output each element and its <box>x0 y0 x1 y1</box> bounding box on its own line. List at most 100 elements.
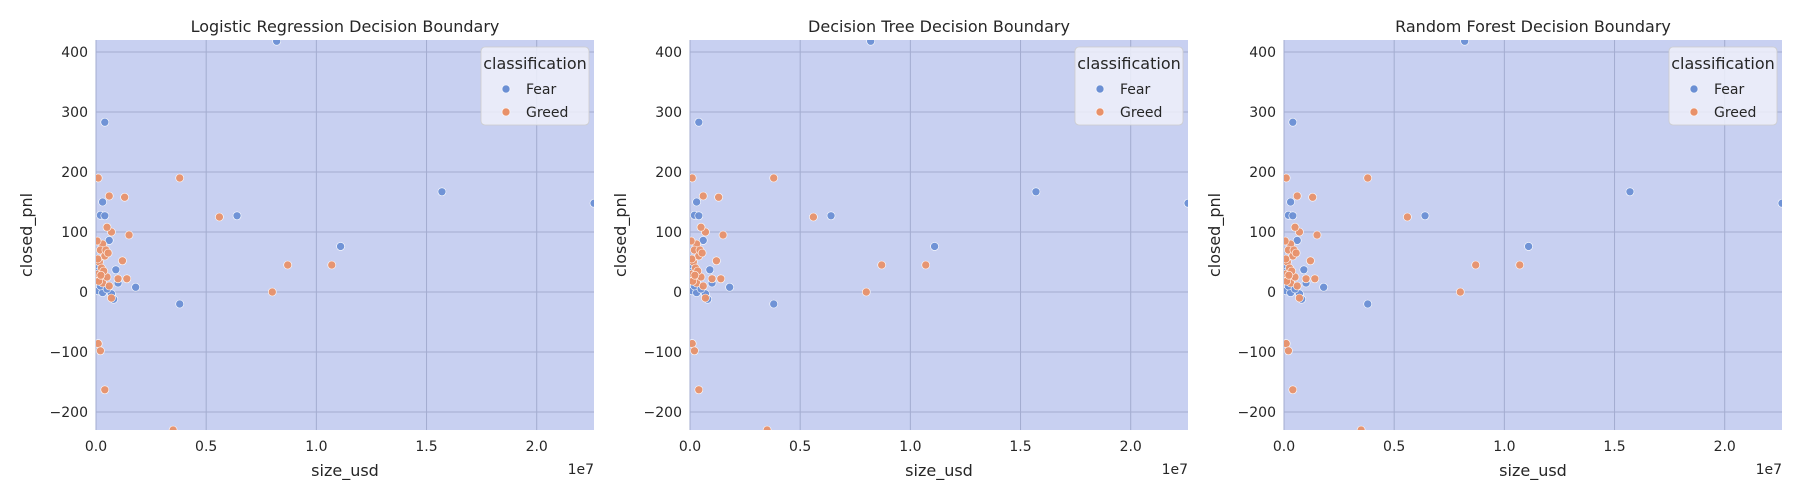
y-tick-label: 0 <box>1267 285 1276 301</box>
data-point-greed <box>107 293 116 303</box>
data-point-greed <box>694 385 704 395</box>
data-point-fear <box>100 117 110 127</box>
y-tick-label: 0 <box>673 285 682 301</box>
x-tick-label: 1.5 <box>415 439 437 455</box>
data-point-fear <box>272 40 281 46</box>
data-point-fear <box>336 242 345 251</box>
data-point-fear <box>1625 187 1635 197</box>
data-point-fear <box>1363 299 1373 309</box>
data-point-greed <box>1284 236 1290 246</box>
data-point-greed <box>283 260 293 270</box>
chart-panel-decision-tree: 0.0 0.5 1.0 1.5 2.0 −200 −100 0 100 200 300 400 1e7 D… <box>611 17 1188 481</box>
chart-panel-logistic-regression: 0.0 0.5 1.0 1.5 2.0 −200 −100 0 100 200 300 400 1e7 L… <box>17 17 594 481</box>
data-point-greed <box>122 274 132 284</box>
data-point-greed <box>861 287 871 297</box>
x-tick-label: 2.0 <box>1120 439 1142 455</box>
data-point-fear <box>1286 197 1295 207</box>
x-offset-label: 1e7 <box>1756 462 1782 478</box>
data-point-greed <box>690 236 696 246</box>
x-axis-label: size_usd <box>905 461 973 481</box>
data-point-greed <box>1308 192 1317 202</box>
data-point-greed <box>267 287 277 297</box>
y-tick-label: 400 <box>61 45 88 61</box>
y-tick-label: 400 <box>1249 45 1276 61</box>
data-point-greed <box>1455 287 1465 297</box>
data-point-greed <box>1288 385 1298 395</box>
data-point-greed <box>707 274 717 284</box>
y-tick-label: −200 <box>644 405 682 421</box>
legend-label-greed: Greed <box>1714 105 1756 121</box>
y-tick-label: 400 <box>655 45 682 61</box>
data-point-fear <box>692 197 701 207</box>
x-tick-label: 1.0 <box>305 439 327 455</box>
data-point-greed <box>96 346 105 356</box>
data-point-fear <box>437 187 447 197</box>
y-tick-label: 100 <box>61 225 88 241</box>
x-tick-label: 1.5 <box>1009 439 1031 455</box>
data-point-greed <box>690 270 700 280</box>
data-point-fear <box>1288 211 1298 221</box>
y-tick-label: −100 <box>1238 345 1276 361</box>
y-tick-label: 0 <box>79 285 88 301</box>
data-point-fear <box>1183 198 1188 208</box>
x-tick-label: 0.0 <box>85 439 107 455</box>
data-point-greed <box>96 339 103 348</box>
data-point-greed <box>1356 425 1366 430</box>
data-point-fear <box>175 299 185 309</box>
data-point-greed <box>1290 222 1300 232</box>
x-tick-label: 2.0 <box>1714 439 1736 455</box>
data-point-greed <box>690 346 699 356</box>
legend-label-fear: Fear <box>526 82 556 98</box>
x-tick-label: 1.0 <box>899 439 921 455</box>
data-point-greed <box>327 260 337 270</box>
data-point-greed <box>769 173 779 183</box>
y-tick-label: −200 <box>1238 405 1276 421</box>
x-tick-label: 0.5 <box>1383 439 1405 455</box>
data-point-fear <box>1524 242 1533 251</box>
y-tick-label: −100 <box>50 345 88 361</box>
data-point-fear <box>1299 265 1309 275</box>
chart-title: Decision Tree Decision Boundary <box>808 17 1070 36</box>
data-point-greed <box>1284 173 1291 183</box>
y-tick-label: 200 <box>61 165 88 181</box>
data-point-fear <box>694 117 704 127</box>
data-point-greed <box>96 236 102 246</box>
data-point-greed <box>690 339 697 348</box>
legend-box <box>1668 46 1778 126</box>
data-point-fear <box>232 211 242 221</box>
y-tick-label: 300 <box>61 105 88 121</box>
data-point-fear <box>705 265 715 275</box>
data-point-fear <box>694 211 704 221</box>
data-point-greed <box>1295 293 1304 303</box>
data-point-fear <box>769 299 779 309</box>
data-point-greed <box>718 230 728 240</box>
data-point-greed <box>104 281 114 291</box>
data-point-greed <box>690 173 697 183</box>
data-point-fear <box>826 211 836 221</box>
legend-marker-greed <box>501 107 511 117</box>
x-tick-label: 1.5 <box>1603 439 1625 455</box>
data-point-greed <box>809 212 818 222</box>
data-point-greed <box>120 192 129 202</box>
data-point-greed <box>712 256 721 266</box>
data-point-fear <box>725 282 734 292</box>
data-point-greed <box>1310 274 1320 284</box>
data-point-greed <box>96 173 103 183</box>
legend-box <box>480 46 590 126</box>
x-tick-label: 1.0 <box>1493 439 1515 455</box>
data-point-greed <box>124 230 134 240</box>
data-point-fear <box>111 265 121 275</box>
data-point-greed <box>1515 260 1525 270</box>
legend-label-fear: Fear <box>1120 82 1150 98</box>
legend-marker-fear <box>1689 84 1699 94</box>
data-point-fear <box>1420 211 1430 221</box>
x-axis-label: size_usd <box>1499 461 1567 481</box>
data-point-greed <box>215 212 224 222</box>
data-point-greed <box>716 274 726 284</box>
data-point-greed <box>113 274 123 284</box>
data-point-greed <box>1291 248 1301 258</box>
data-point-greed <box>696 222 706 232</box>
legend: classification Fear Greed <box>1668 46 1778 126</box>
y-tick-label: −100 <box>644 345 682 361</box>
